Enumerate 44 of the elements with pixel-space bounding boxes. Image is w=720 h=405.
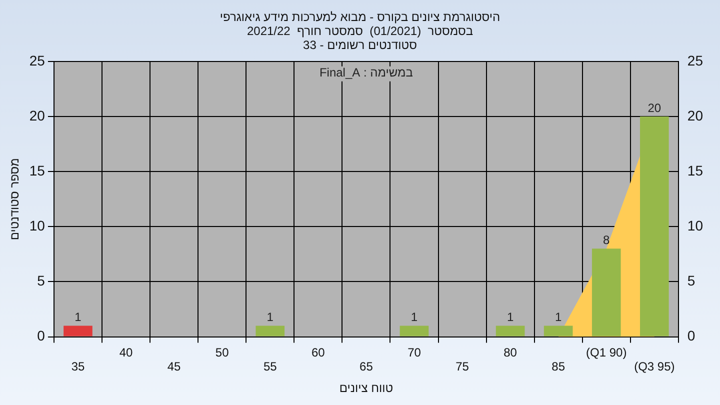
- y-tick-label: 10: [29, 218, 46, 234]
- x-tick-label: 80: [504, 345, 518, 360]
- data-label: 1: [554, 310, 562, 324]
- bar: [64, 326, 92, 336]
- x-tick-label: 45: [167, 360, 182, 374]
- y-axis-title: מספר סטודנטים: [8, 158, 22, 240]
- data-label: 1: [506, 310, 514, 324]
- data-label: 20: [648, 100, 662, 115]
- x-tick-label: (Q1 90): [586, 345, 627, 360]
- x-tick-label: 55: [263, 360, 278, 374]
- y2-tick-label: 5: [687, 272, 696, 289]
- x-tick-label: 35: [71, 360, 85, 374]
- y-tick-label: 5: [37, 272, 46, 289]
- annotation: במשימה : Final_A: [319, 66, 413, 80]
- bar: [640, 116, 669, 336]
- x-axis-title: טווח ציונים: [339, 381, 394, 396]
- bar: [400, 326, 429, 336]
- y-tick-label: 15: [29, 162, 46, 178]
- x-tick-label: 70: [408, 345, 422, 360]
- y2-tick-label: 0: [687, 328, 696, 344]
- x-tick-label: 50: [215, 345, 230, 360]
- x-tick-label: 65: [360, 360, 374, 374]
- bar: [256, 326, 285, 336]
- bar: [592, 248, 621, 336]
- chart-title: היסטוגרמת ציונים בקורס - מבוא למערכות מידע גיאוגרפי: [218, 10, 502, 24]
- x-tick-label: 75: [456, 360, 470, 374]
- data-label: 1: [266, 310, 274, 324]
- y-tick-label: 20: [29, 107, 46, 124]
- bar: [544, 326, 573, 336]
- x-tick-label: 40: [119, 345, 134, 360]
- x-tick-label: 60: [311, 345, 326, 360]
- bar: [496, 326, 525, 336]
- x-tick-label: (Q3 95): [634, 360, 675, 374]
- x-tick-label: 85: [552, 360, 566, 374]
- y-tick-label: 0: [37, 328, 46, 344]
- y-tick-label: 25: [29, 52, 46, 68]
- data-label: 1: [74, 310, 82, 324]
- y2-tick-label: 20: [687, 107, 704, 124]
- y2-tick-label: 15: [687, 162, 704, 178]
- y2-tick-label: 10: [687, 218, 704, 234]
- y2-tick-label: 25: [687, 52, 704, 68]
- chart-subtitle: בסמסטר (01/2021) סמסטר חורף 2021/22 סטודנטים רשומים - 33: [246, 24, 474, 52]
- data-label: 8: [603, 232, 610, 247]
- data-label: 1: [410, 310, 418, 324]
